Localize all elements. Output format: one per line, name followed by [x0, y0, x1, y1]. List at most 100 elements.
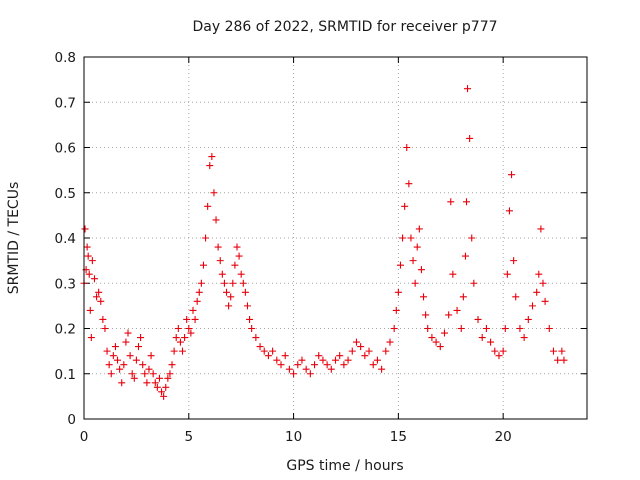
data-point	[128, 370, 136, 378]
data-point	[524, 315, 532, 323]
data-point	[111, 343, 119, 351]
x-tick-label: 10	[285, 429, 302, 445]
data-point	[237, 270, 245, 278]
data-point	[499, 347, 507, 355]
data-point	[197, 279, 205, 287]
data-point	[491, 347, 499, 355]
data-point	[130, 374, 138, 382]
data-point	[432, 338, 440, 346]
data-point	[541, 297, 549, 305]
data-point	[373, 356, 381, 364]
data-point	[122, 338, 130, 346]
data-point	[285, 365, 293, 373]
data-point	[424, 325, 432, 332]
data-point	[168, 361, 176, 369]
data-point	[187, 329, 195, 337]
data-point	[269, 347, 277, 355]
data-point	[508, 171, 516, 179]
data-point	[401, 202, 409, 210]
data-point	[241, 288, 249, 296]
data-point	[505, 207, 513, 215]
y-axis-label: SRMTID / TECUs	[6, 182, 22, 295]
data-point	[422, 311, 430, 319]
data-point	[246, 315, 254, 323]
data-point	[105, 361, 113, 369]
data-point	[306, 370, 314, 378]
y-tick-label: 0.4	[55, 231, 76, 247]
data-point	[116, 365, 124, 373]
data-point	[510, 257, 518, 265]
y-tick-label: 0.3	[55, 276, 76, 292]
data-point	[195, 288, 203, 296]
data-point	[179, 347, 187, 355]
grid	[84, 57, 587, 419]
data-point	[378, 365, 386, 373]
data-point	[495, 352, 503, 360]
data-point	[348, 347, 356, 355]
data-point	[545, 325, 553, 332]
data-point	[558, 347, 566, 355]
data-point	[145, 365, 153, 373]
data-point	[392, 306, 400, 314]
data-point	[319, 356, 327, 364]
data-point	[189, 306, 197, 314]
data-point	[208, 153, 216, 161]
data-point	[449, 270, 457, 278]
data-point	[420, 293, 428, 301]
data-point	[101, 325, 109, 332]
data-point	[151, 379, 159, 387]
data-point	[90, 275, 98, 283]
data-point	[361, 352, 369, 360]
data-point	[327, 365, 335, 373]
data-point	[474, 315, 482, 323]
data-point	[118, 379, 126, 387]
tick-marks	[83, 56, 587, 420]
data-point	[248, 325, 256, 332]
data-point	[84, 252, 92, 260]
data-point	[323, 361, 331, 369]
data-point	[218, 270, 226, 278]
tick-labels: 0 0.1 0.2 0.3 0.4 0.5 0.6 0.7 0.8 0 5 10 15 20	[55, 50, 512, 445]
chart-title: Day 286 of 2022, SRMTID for receiver p77…	[192, 19, 497, 35]
data-point	[447, 198, 455, 206]
data-point	[445, 311, 453, 319]
data-point	[311, 361, 319, 369]
data-point	[273, 356, 281, 364]
data-point	[202, 234, 210, 242]
data-point	[183, 315, 191, 323]
data-point	[95, 288, 103, 296]
data-point	[199, 261, 207, 269]
x-tick-label: 15	[390, 429, 407, 445]
data-point	[155, 374, 163, 382]
data-point	[126, 352, 134, 360]
data-point	[554, 356, 562, 364]
data-point	[365, 347, 373, 355]
data-point	[466, 134, 474, 142]
data-point	[227, 293, 235, 301]
x-tick-label: 0	[80, 429, 89, 445]
data-point	[520, 334, 528, 342]
data-point	[158, 388, 166, 396]
data-point	[166, 370, 174, 378]
x-tick-label: 5	[184, 429, 193, 445]
data-point	[147, 352, 155, 360]
data-point	[482, 325, 490, 332]
data-point	[386, 338, 394, 346]
data-point	[132, 356, 140, 364]
data-point	[512, 293, 520, 301]
data-point	[549, 347, 557, 355]
data-point	[160, 392, 168, 400]
data-point	[97, 297, 105, 305]
data-points	[80, 85, 568, 400]
data-point	[149, 370, 157, 378]
data-point	[191, 315, 199, 323]
data-point	[516, 325, 524, 332]
data-point	[93, 293, 101, 301]
data-point	[396, 261, 404, 269]
data-point	[260, 347, 268, 355]
data-point	[302, 365, 310, 373]
data-point	[139, 361, 147, 369]
data-point	[461, 252, 469, 260]
